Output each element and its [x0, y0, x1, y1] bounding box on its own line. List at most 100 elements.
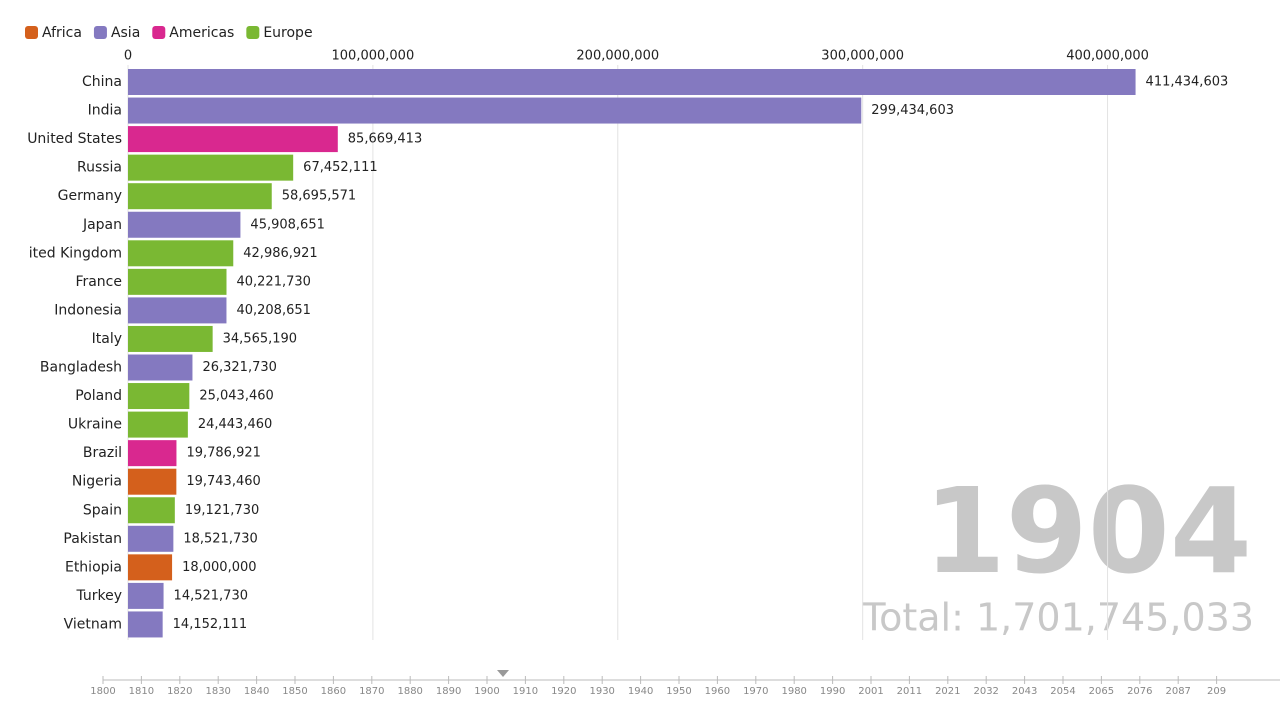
category-label: Indonesia: [54, 302, 122, 318]
value-label: 14,521,730: [174, 588, 248, 603]
category-label: Ethiopia: [65, 559, 122, 575]
legend-swatch: [246, 26, 260, 39]
timeline-label: 2087: [1165, 686, 1190, 697]
timeline-label: 1930: [589, 686, 614, 697]
category-label: Brazil: [83, 445, 122, 461]
bar: [128, 582, 164, 609]
timeline-label: 1820: [167, 686, 192, 697]
category-label: Vietnam: [64, 616, 122, 632]
timeline-label: 2076: [1127, 686, 1152, 697]
timeline-label: 1880: [397, 686, 422, 697]
value-label: 25,043,460: [199, 389, 273, 404]
category-label: France: [75, 274, 122, 290]
value-label: 18,521,730: [183, 531, 257, 546]
timeline-label: 1810: [129, 686, 154, 697]
category-label: Bangladesh: [40, 360, 122, 376]
value-label: 14,152,111: [173, 617, 247, 632]
timeline-marker[interactable]: [497, 670, 509, 677]
category-label: United States: [27, 131, 122, 147]
bar: [128, 240, 234, 267]
timeline-label: 2054: [1050, 686, 1075, 697]
bar: [128, 183, 272, 210]
timeline-label: 1980: [781, 686, 806, 697]
bar: [128, 497, 175, 524]
value-label: 45,908,651: [250, 217, 324, 232]
timeline-label: 1920: [551, 686, 576, 697]
category-label: ited Kingdom: [29, 245, 122, 261]
timeline-label: 1900: [474, 686, 499, 697]
timeline-label: 1800: [90, 686, 115, 697]
value-label: 26,321,730: [202, 360, 276, 375]
legend-swatch: [93, 26, 107, 39]
legend-label: Americas: [169, 25, 234, 41]
legend-swatch: [152, 26, 166, 39]
bar: [128, 126, 338, 153]
timeline-label: 1870: [359, 686, 384, 697]
category-label: Nigeria: [72, 474, 122, 490]
value-label: 40,221,730: [236, 274, 310, 289]
value-label: 24,443,460: [198, 417, 272, 432]
timeline-label: 1890: [436, 686, 461, 697]
value-label: 67,452,111: [303, 160, 377, 175]
timeline-label: 1960: [705, 686, 730, 697]
timeline-label: 1950: [666, 686, 691, 697]
value-label: 18,000,000: [182, 560, 256, 575]
category-label: Japan: [82, 217, 122, 233]
bar: [128, 297, 227, 324]
x-tick-label: 100,000,000: [332, 49, 415, 64]
bar: [128, 268, 227, 295]
bar: [128, 325, 213, 352]
value-label: 19,121,730: [185, 503, 259, 518]
value-label: 58,695,571: [282, 189, 356, 204]
category-label: India: [88, 103, 122, 119]
bar: [128, 611, 163, 638]
bar: [128, 554, 173, 581]
timeline-label: 1850: [282, 686, 307, 697]
timeline-label: 2043: [1012, 686, 1037, 697]
timeline-label: 1990: [820, 686, 845, 697]
legend-label: Africa: [42, 25, 82, 41]
timeline-label: 2011: [897, 686, 922, 697]
value-label: 411,434,603: [1146, 75, 1229, 90]
timeline-label: 2001: [858, 686, 883, 697]
timeline-label: 1910: [513, 686, 538, 697]
bar: [128, 440, 177, 467]
legend-label: Asia: [111, 25, 140, 41]
category-label: Turkey: [75, 588, 122, 604]
year-label: 1904: [924, 462, 1252, 600]
legend-label: Europe: [263, 25, 312, 41]
bar: [128, 411, 188, 438]
bar: [128, 525, 174, 552]
bar: [128, 97, 862, 124]
value-label: 299,434,603: [871, 103, 954, 118]
legend-swatch: [25, 26, 38, 39]
total-label: Total: 1,701,745,033: [861, 596, 1254, 640]
timeline-label: 1860: [321, 686, 346, 697]
x-tick-label: 0: [124, 49, 132, 64]
value-label: 40,208,651: [236, 303, 310, 318]
x-tick-label: 200,000,000: [576, 49, 659, 64]
category-label: Italy: [92, 331, 122, 347]
timeline-label: 2032: [973, 686, 998, 697]
value-label: 34,565,190: [223, 331, 297, 346]
timeline-label: 2021: [935, 686, 960, 697]
timeline-label: 1840: [244, 686, 269, 697]
timeline-label: 1830: [205, 686, 230, 697]
category-label: China: [82, 74, 122, 90]
bar: [128, 69, 1136, 95]
category-label: Russia: [77, 160, 122, 176]
bar: [128, 154, 294, 181]
timeline-label: 1970: [743, 686, 768, 697]
x-tick-label: 300,000,000: [821, 49, 904, 64]
bar: [128, 383, 190, 410]
timeline-label: 2065: [1089, 686, 1114, 697]
timeline-label: 209: [1207, 686, 1226, 697]
timeline-label: 1940: [628, 686, 653, 697]
category-label: Spain: [83, 502, 122, 518]
value-label: 42,986,921: [243, 246, 317, 261]
category-label: Poland: [75, 388, 122, 404]
bar: [128, 354, 193, 381]
value-label: 19,786,921: [186, 446, 260, 461]
bar: [128, 468, 177, 495]
